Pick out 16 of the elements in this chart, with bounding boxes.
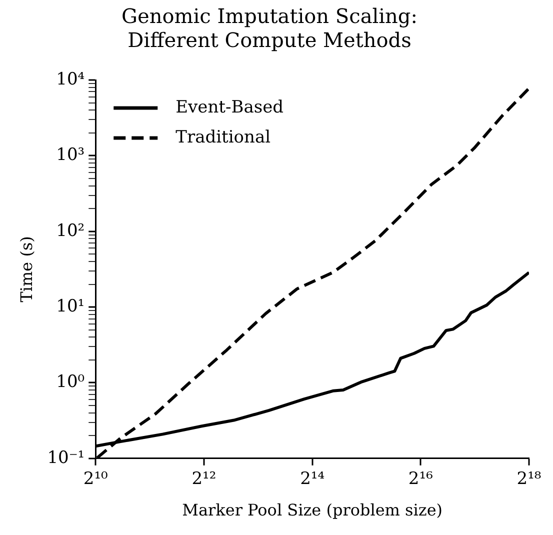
chart-title: Genomic Imputation Scaling: Different Compute Methods — [122, 4, 418, 52]
legend-label: Event-Based — [176, 97, 284, 118]
x-tick-label: 2¹⁰ — [83, 469, 108, 490]
x-axis-title: Marker Pool Size (problem size) — [182, 500, 443, 520]
x-tick-label: 2¹⁶ — [408, 469, 434, 490]
y-tick-label: 10¹ — [56, 296, 85, 316]
x-tick-label: 2¹⁸ — [516, 469, 542, 490]
y-tick-label: 10⁻¹ — [47, 448, 85, 468]
y-tick-label: 10⁰ — [56, 372, 85, 392]
x-tick-label: 2¹⁴ — [300, 469, 325, 490]
y-tick-label: 10² — [56, 220, 85, 241]
y-tick-label: 10³ — [56, 145, 85, 166]
x-tick-label: 2¹² — [192, 469, 216, 490]
y-tick-label: 10⁴ — [56, 69, 85, 90]
legend-label: Traditional — [176, 127, 271, 148]
y-axis-title: Time (s) — [16, 236, 36, 302]
